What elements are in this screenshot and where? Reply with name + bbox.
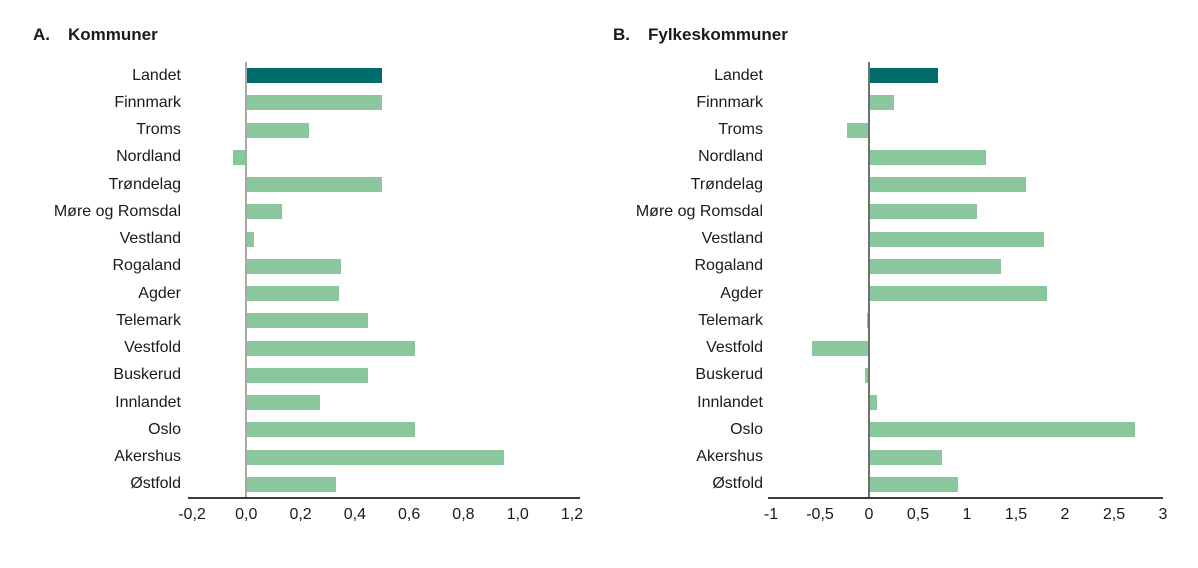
bar [812,340,869,356]
category-label: Buskerud [695,366,763,384]
category-label: Troms [136,121,181,139]
category-label: Rogaland [694,257,764,275]
bar [869,395,877,411]
bar [869,149,986,165]
x-tick-label: 0,2 [289,506,312,523]
bar [869,177,1026,193]
category-label: Østfold [130,475,181,493]
x-axis-line [768,497,1163,499]
category-label: Møre og Romsdal [53,202,181,220]
category-label: Østfold [712,475,763,493]
x-tick-label: -0,2 [178,506,206,523]
x-tick-label: 2,5 [1102,506,1126,523]
x-axis-line [188,497,580,499]
category-label: Innlandet [115,393,181,411]
panel-a-title: A. Kommuner [33,25,158,45]
category-label: Vestland [701,230,763,248]
x-tick-label: 0,4 [343,506,366,523]
x-tick-label: 2 [1060,506,1070,523]
category-label: Buskerud [113,366,181,384]
category-label: Nordland [698,148,763,166]
x-tick-label: 3 [1158,506,1168,523]
category-label: Innlandet [697,393,763,411]
x-tick-label: -1 [763,506,779,523]
x-tick-label: 1,5 [1004,506,1028,523]
bar [246,395,320,411]
bar [869,231,1045,247]
category-label: Vestfold [124,339,181,357]
zero-axis-line [868,62,870,498]
bar [246,95,382,111]
x-tick-label: 0,5 [906,506,930,523]
bar [869,68,938,84]
category-label: Finnmark [696,93,763,111]
bar [246,340,415,356]
bar [869,204,977,220]
bar [246,449,505,465]
category-label: Vestland [119,230,181,248]
bar [246,286,339,302]
category-label: Oslo [730,420,763,438]
category-label: Agder [720,284,763,302]
x-tick-label: 1 [962,506,972,523]
category-label: Agder [138,284,181,302]
bar [847,122,869,138]
category-label: Nordland [116,148,181,166]
bar [246,177,382,193]
x-tick-label: 0,8 [452,506,475,523]
panel-b-title-text: Fylkeskommuner [648,25,788,44]
x-tick-label: 1,0 [506,506,529,523]
bar [246,422,415,438]
category-label: Telemark [116,311,181,329]
x-tick-label: 1,2 [560,506,584,523]
category-label: Rogaland [112,257,182,275]
x-tick-label: 0 [864,506,874,523]
bar [246,258,342,274]
bar [246,122,309,138]
bar [246,367,369,383]
bar [232,149,247,165]
zero-axis-line [245,62,248,498]
bar [869,476,959,492]
x-tick-label: 0,6 [398,506,421,523]
bar [869,449,942,465]
category-label: Landet [132,66,181,84]
x-tick-label: 0,0 [235,506,258,523]
panel-a-title-text: Kommuner [68,25,158,44]
bar [865,367,869,383]
panel-b-title: B. Fylkeskommuner [613,25,788,45]
bar [246,313,369,329]
bar [869,422,1135,438]
category-label: Oslo [148,420,181,438]
bar [869,95,894,111]
category-label: Trøndelag [690,175,763,193]
panel-a-enumerator: A. [33,25,50,44]
category-label: Vestfold [706,339,763,357]
category-label: Landet [714,66,763,84]
bar [869,286,1048,302]
bar [246,204,282,220]
category-label: Troms [718,121,763,139]
bar [246,476,336,492]
category-label: Møre og Romsdal [635,202,763,220]
x-tick-label: -0,5 [806,506,834,523]
panel-b-enumerator: B. [613,25,630,44]
bar [246,231,255,247]
bar [246,68,382,84]
bar [869,258,1002,274]
category-label: Trøndelag [108,175,181,193]
category-label: Finnmark [114,93,181,111]
category-label: Akershus [114,448,181,466]
category-label: Akershus [696,448,763,466]
category-label: Telemark [698,311,763,329]
